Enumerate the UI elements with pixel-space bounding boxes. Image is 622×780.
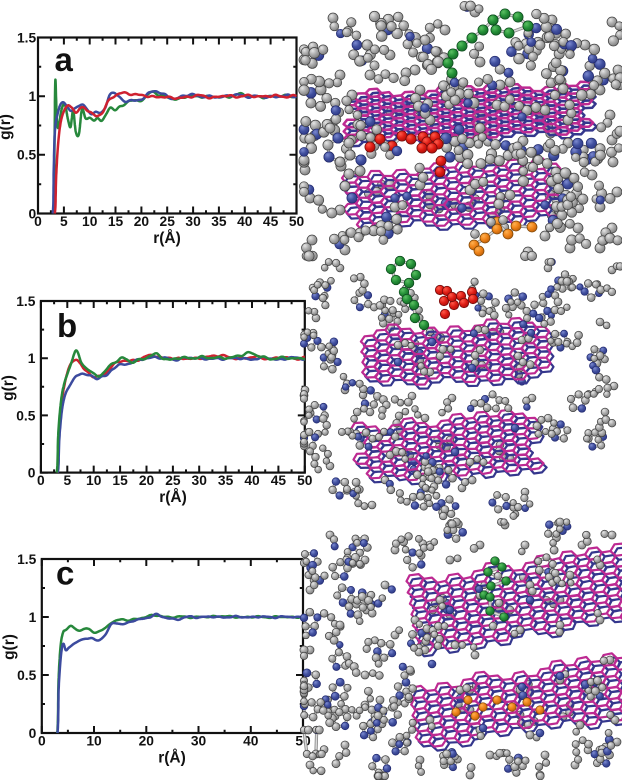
svg-text:35: 35 xyxy=(211,214,227,229)
svg-text:r(Å): r(Å) xyxy=(159,489,187,506)
svg-text:1.5: 1.5 xyxy=(17,552,37,567)
svg-text:35: 35 xyxy=(218,473,234,488)
svg-text:40: 40 xyxy=(243,733,259,748)
svg-text:b: b xyxy=(57,307,77,344)
svg-text:5: 5 xyxy=(63,473,71,488)
svg-text:0.5: 0.5 xyxy=(17,668,37,683)
svg-text:25: 25 xyxy=(160,214,176,229)
svg-text:0: 0 xyxy=(34,214,42,229)
svg-text:g(r): g(r) xyxy=(1,634,18,660)
svg-text:30: 30 xyxy=(192,473,208,488)
svg-text:g(r): g(r) xyxy=(0,114,14,140)
svg-text:5: 5 xyxy=(60,214,68,229)
svg-text:c: c xyxy=(56,555,74,592)
svg-text:0: 0 xyxy=(29,726,37,741)
svg-text:r(Å): r(Å) xyxy=(153,230,181,247)
svg-text:50: 50 xyxy=(289,214,305,229)
svg-text:10: 10 xyxy=(86,733,102,748)
svg-text:20: 20 xyxy=(134,214,150,229)
svg-text:15: 15 xyxy=(108,214,124,229)
svg-text:0.5: 0.5 xyxy=(17,148,37,163)
svg-text:45: 45 xyxy=(271,473,287,488)
svg-text:20: 20 xyxy=(139,473,155,488)
svg-text:40: 40 xyxy=(244,473,260,488)
svg-text:1: 1 xyxy=(29,89,37,104)
svg-text:1: 1 xyxy=(28,351,36,366)
svg-text:25: 25 xyxy=(165,473,181,488)
svg-text:0: 0 xyxy=(29,206,37,221)
svg-text:30: 30 xyxy=(191,733,207,748)
svg-text:g(r): g(r) xyxy=(0,375,17,401)
svg-text:0: 0 xyxy=(28,466,36,481)
svg-text:0.5: 0.5 xyxy=(16,408,36,423)
svg-text:1.5: 1.5 xyxy=(16,294,36,309)
svg-text:30: 30 xyxy=(185,214,201,229)
svg-text:1: 1 xyxy=(29,610,37,625)
svg-text:20: 20 xyxy=(139,733,155,748)
svg-text:15: 15 xyxy=(112,473,128,488)
svg-text:10: 10 xyxy=(86,473,102,488)
svg-text:r(Å): r(Å) xyxy=(158,750,186,767)
svg-text:10: 10 xyxy=(82,214,98,229)
svg-text:50: 50 xyxy=(297,473,313,488)
svg-text:40: 40 xyxy=(237,214,253,229)
svg-text:a: a xyxy=(55,41,74,78)
svg-text:0: 0 xyxy=(37,473,45,488)
svg-text:0: 0 xyxy=(38,733,46,748)
svg-text:1.5: 1.5 xyxy=(17,30,37,45)
svg-text:45: 45 xyxy=(263,214,279,229)
